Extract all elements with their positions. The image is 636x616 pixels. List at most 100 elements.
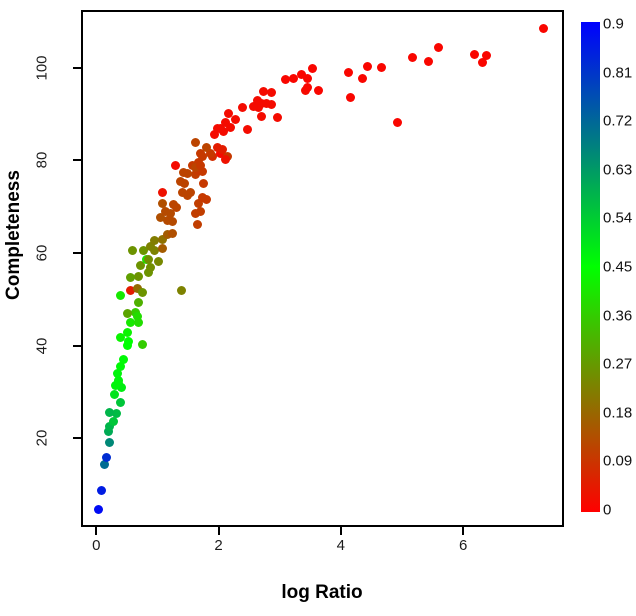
- data-point: [217, 145, 227, 155]
- x-axis-tick: [462, 527, 465, 535]
- data-point: [220, 118, 230, 128]
- data-point: [212, 123, 222, 133]
- y-axis-tick-label: 40: [33, 337, 51, 354]
- data-point: [168, 200, 178, 210]
- data-point: [110, 380, 120, 390]
- data-point: [190, 163, 200, 173]
- y-axis-tick: [73, 159, 81, 162]
- data-point: [165, 208, 175, 218]
- data-point: [135, 260, 145, 270]
- data-point: [99, 460, 109, 470]
- data-point: [477, 58, 487, 68]
- data-point: [273, 113, 283, 123]
- data-point: [434, 43, 444, 53]
- data-point: [482, 51, 492, 61]
- colorbar-tick-label: 0.09: [603, 452, 633, 470]
- data-point: [126, 273, 136, 283]
- data-point: [122, 308, 132, 318]
- data-point: [393, 117, 403, 127]
- x-axis-tick: [217, 527, 220, 535]
- data-point: [198, 178, 208, 188]
- data-point: [248, 102, 258, 112]
- data-point: [158, 188, 168, 198]
- data-point: [266, 88, 276, 98]
- data-point: [132, 283, 142, 293]
- data-point: [343, 67, 353, 77]
- data-point: [104, 407, 114, 417]
- data-point: [296, 70, 306, 80]
- data-point: [112, 368, 122, 378]
- data-point: [138, 245, 148, 255]
- y-axis-tick-label: 80: [33, 152, 51, 169]
- colorbar-tick-label: 0.18: [603, 404, 633, 422]
- data-point: [258, 87, 268, 97]
- x-axis-tick: [95, 527, 98, 535]
- data-point: [155, 213, 165, 223]
- data-point: [126, 318, 136, 328]
- data-point: [230, 115, 240, 125]
- colorbar-tick-label: 0.72: [603, 112, 633, 130]
- data-point: [122, 327, 132, 337]
- data-point: [281, 75, 291, 85]
- data-point: [167, 228, 177, 238]
- data-point: [143, 268, 153, 278]
- y-axis-tick: [73, 66, 81, 69]
- data-point: [190, 170, 200, 180]
- data-point: [162, 215, 172, 225]
- data-point: [202, 142, 212, 152]
- data-point: [362, 61, 372, 71]
- data-point: [177, 188, 187, 198]
- data-point: [115, 290, 125, 300]
- data-point: [377, 63, 387, 73]
- data-point: [170, 160, 180, 170]
- data-point: [157, 198, 167, 208]
- data-point: [357, 73, 367, 83]
- data-point: [104, 421, 114, 431]
- data-point: [266, 100, 276, 110]
- y-axis-tick: [73, 251, 81, 254]
- data-point: [117, 382, 127, 392]
- data-point: [194, 198, 204, 208]
- data-point: [143, 255, 153, 265]
- x-axis-tick-label: 2: [214, 537, 223, 554]
- colorbar-tick-label: 0.81: [603, 64, 633, 82]
- data-point: [118, 355, 128, 365]
- data-point: [302, 83, 312, 93]
- plot-area: [81, 10, 564, 527]
- data-point: [195, 207, 205, 217]
- y-axis-tick: [73, 344, 81, 347]
- x-axis-tick-label: 6: [458, 537, 468, 554]
- data-point: [153, 257, 163, 267]
- data-point: [185, 188, 195, 198]
- data-point: [252, 96, 262, 106]
- data-point: [123, 337, 133, 347]
- data-point: [93, 505, 103, 515]
- data-point: [190, 138, 200, 148]
- data-point: [539, 24, 549, 34]
- data-point: [132, 312, 142, 322]
- data-point: [109, 389, 119, 399]
- data-point: [242, 125, 252, 135]
- data-point: [101, 453, 111, 463]
- x-axis-title: log Ratio: [281, 582, 363, 603]
- data-point: [424, 57, 434, 67]
- colorbar-tick-label: 0: [603, 501, 612, 519]
- data-point: [408, 53, 418, 63]
- data-point: [197, 193, 207, 203]
- data-point: [158, 234, 168, 244]
- data-point: [192, 220, 202, 230]
- data-point: [150, 245, 160, 255]
- data-point: [115, 398, 125, 408]
- data-point: [111, 408, 121, 418]
- data-point: [145, 263, 155, 273]
- data-point: [307, 64, 317, 74]
- data-point: [178, 168, 188, 178]
- y-axis-tick: [73, 437, 81, 440]
- data-point: [210, 130, 220, 140]
- data-point: [220, 155, 230, 165]
- colorbar-tick-label: 0.54: [603, 209, 633, 227]
- data-point: [197, 152, 207, 162]
- data-point: [162, 230, 172, 240]
- data-point: [253, 103, 263, 113]
